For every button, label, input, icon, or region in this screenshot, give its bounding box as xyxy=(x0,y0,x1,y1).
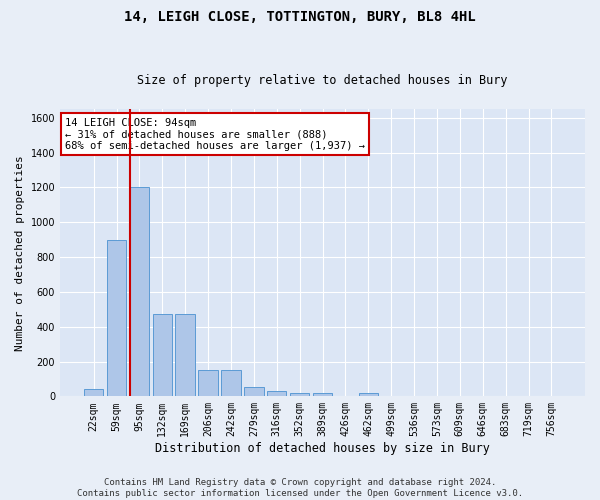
Text: Contains HM Land Registry data © Crown copyright and database right 2024.
Contai: Contains HM Land Registry data © Crown c… xyxy=(77,478,523,498)
Bar xyxy=(130,188,149,396)
Bar xyxy=(107,240,126,396)
Bar xyxy=(199,370,218,396)
Bar xyxy=(244,387,263,396)
Bar xyxy=(84,390,103,396)
Text: 14 LEIGH CLOSE: 94sqm
← 31% of detached houses are smaller (888)
68% of semi-det: 14 LEIGH CLOSE: 94sqm ← 31% of detached … xyxy=(65,118,365,151)
Bar xyxy=(175,314,195,396)
Bar xyxy=(290,393,310,396)
Title: Size of property relative to detached houses in Bury: Size of property relative to detached ho… xyxy=(137,74,508,87)
Bar xyxy=(359,393,378,396)
Bar xyxy=(221,370,241,396)
Bar xyxy=(152,314,172,396)
Y-axis label: Number of detached properties: Number of detached properties xyxy=(15,155,25,350)
Text: 14, LEIGH CLOSE, TOTTINGTON, BURY, BL8 4HL: 14, LEIGH CLOSE, TOTTINGTON, BURY, BL8 4… xyxy=(124,10,476,24)
Bar xyxy=(313,393,332,396)
Bar xyxy=(267,391,286,396)
X-axis label: Distribution of detached houses by size in Bury: Distribution of detached houses by size … xyxy=(155,442,490,455)
